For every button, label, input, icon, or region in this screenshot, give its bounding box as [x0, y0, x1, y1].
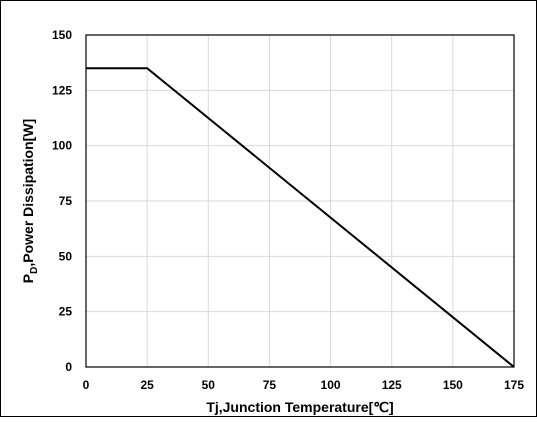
- y-axis-title-main: P: [20, 274, 36, 283]
- x-tick-label: 175: [504, 378, 524, 392]
- power-derating-line: [86, 67, 515, 368]
- x-tick-label: 75: [263, 378, 277, 392]
- x-tick-label: 125: [382, 378, 402, 392]
- x-tick-label: 25: [140, 378, 154, 392]
- tick-labels: 0 25 50 75 100 125 150 175 0 25 50 75 100 125 150: [52, 28, 524, 392]
- y-tick-label: 150: [52, 28, 72, 42]
- y-tick-label: 50: [59, 249, 73, 263]
- y-axis-title-rest: ,Power Dissipation[W]: [20, 119, 36, 267]
- plot-area-frame: [85, 34, 515, 368]
- x-tick-label: 100: [321, 378, 341, 392]
- x-tick-label: 150: [443, 378, 463, 392]
- y-tick-label: 25: [59, 305, 73, 319]
- y-tick-label: 100: [52, 139, 72, 153]
- y-tick-label: 0: [65, 360, 72, 374]
- series-layer: [86, 67, 515, 368]
- y-axis-title: PD,Power Dissipation[W]: [20, 119, 40, 283]
- x-axis-title: Tj,Junction Temperature[℃]: [206, 399, 393, 415]
- grid-lines: [86, 35, 514, 367]
- y-tick-label: 125: [52, 83, 72, 97]
- y-tick-label: 75: [59, 194, 73, 208]
- x-tick-label: 0: [83, 378, 90, 392]
- y-axis-title-subscript: D: [29, 267, 40, 274]
- x-tick-label: 50: [202, 378, 216, 392]
